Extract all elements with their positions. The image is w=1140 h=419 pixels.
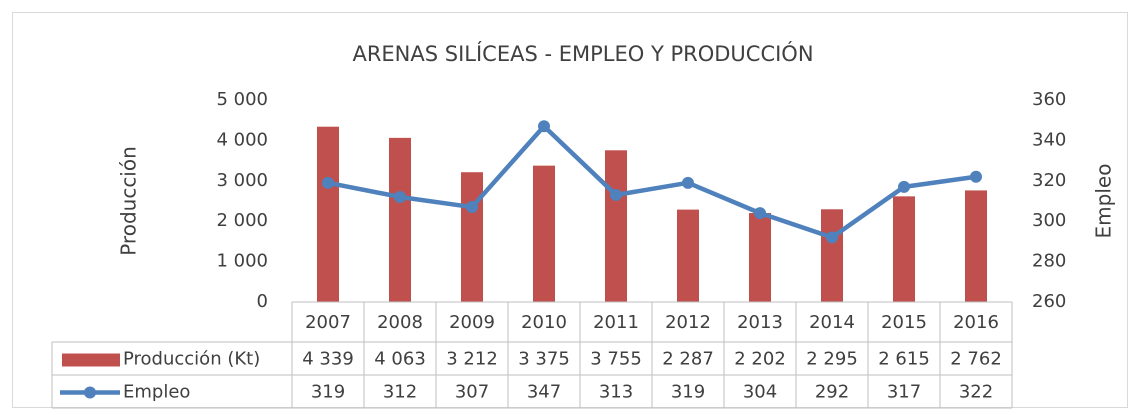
y2-tick-label: 280 bbox=[1032, 251, 1066, 272]
y-tick-label: 5 000 bbox=[216, 89, 268, 110]
table-value: 3 375 bbox=[518, 349, 570, 370]
bar bbox=[821, 209, 843, 302]
table-value: 3 212 bbox=[446, 349, 498, 370]
legend-label: Producción (Kt) bbox=[123, 349, 260, 370]
line-marker bbox=[754, 207, 766, 220]
y2-tick-label: 360 bbox=[1032, 89, 1066, 110]
x-tick-label: 2007 bbox=[305, 312, 351, 333]
y2-tick-label: 300 bbox=[1032, 210, 1066, 231]
table-value: 3 755 bbox=[590, 349, 642, 370]
line-marker bbox=[682, 176, 694, 189]
table-value: 307 bbox=[455, 382, 489, 403]
table-value: 347 bbox=[527, 382, 561, 403]
bar bbox=[317, 126, 339, 302]
y-tick-label: 3 000 bbox=[216, 170, 268, 191]
bar bbox=[893, 196, 915, 302]
table-value: 319 bbox=[671, 382, 705, 403]
line bbox=[327, 124, 977, 240]
y-tick-label: 1 000 bbox=[216, 251, 268, 272]
x-tick-label: 2013 bbox=[737, 312, 783, 333]
legend-label: Empleo bbox=[123, 382, 190, 403]
x-tick-label: 2012 bbox=[665, 312, 711, 333]
y2-tick-label: 260 bbox=[1032, 291, 1066, 312]
table-value: 322 bbox=[959, 382, 993, 403]
line-marker bbox=[538, 120, 550, 133]
table-value: 2 287 bbox=[662, 349, 714, 370]
y-tick-label: 2 000 bbox=[216, 210, 268, 231]
bar bbox=[533, 165, 555, 302]
bar bbox=[389, 137, 411, 302]
line-marker bbox=[394, 190, 406, 203]
table-value: 2 295 bbox=[806, 349, 858, 370]
line-marker bbox=[826, 231, 838, 244]
table-value: 2 202 bbox=[734, 349, 786, 370]
y-axis-title: Producción bbox=[117, 146, 141, 256]
table-value: 4 063 bbox=[374, 349, 426, 370]
chart-title: ARENAS SILÍCEAS - EMPLEO Y PRODUCCIÓN bbox=[352, 41, 813, 66]
x-tick-label: 2014 bbox=[809, 312, 855, 333]
y2-axis-title: Empleo bbox=[1092, 164, 1116, 239]
table-value: 2 762 bbox=[950, 349, 1002, 370]
x-tick-label: 2015 bbox=[881, 312, 927, 333]
x-tick-label: 2016 bbox=[953, 312, 999, 333]
legend-key bbox=[84, 386, 96, 399]
line-marker bbox=[898, 180, 910, 193]
bar bbox=[605, 150, 627, 302]
line-marker bbox=[466, 201, 478, 214]
line-marker bbox=[322, 176, 334, 189]
table-value: 292 bbox=[815, 382, 849, 403]
bar bbox=[461, 172, 483, 302]
y-tick-label: 0 bbox=[257, 291, 268, 312]
table-value: 313 bbox=[599, 382, 633, 403]
x-tick-label: 2010 bbox=[521, 312, 567, 333]
x-tick-label: 2008 bbox=[377, 312, 423, 333]
line-marker bbox=[970, 170, 982, 183]
table-value: 319 bbox=[311, 382, 345, 403]
x-tick-label: 2011 bbox=[593, 312, 639, 333]
line-marker bbox=[610, 188, 622, 201]
legend-key bbox=[62, 353, 120, 367]
table-value: 4 339 bbox=[302, 349, 354, 370]
bar bbox=[965, 190, 987, 302]
table-value: 312 bbox=[383, 382, 417, 403]
table-value: 317 bbox=[887, 382, 921, 403]
y2-tick-label: 340 bbox=[1032, 129, 1066, 150]
y-tick-label: 4 000 bbox=[216, 129, 268, 150]
bar bbox=[749, 213, 771, 302]
bar bbox=[677, 209, 699, 302]
table-value: 304 bbox=[743, 382, 777, 403]
table-value: 2 615 bbox=[878, 349, 930, 370]
y2-tick-label: 320 bbox=[1032, 170, 1066, 191]
x-tick-label: 2009 bbox=[449, 312, 495, 333]
